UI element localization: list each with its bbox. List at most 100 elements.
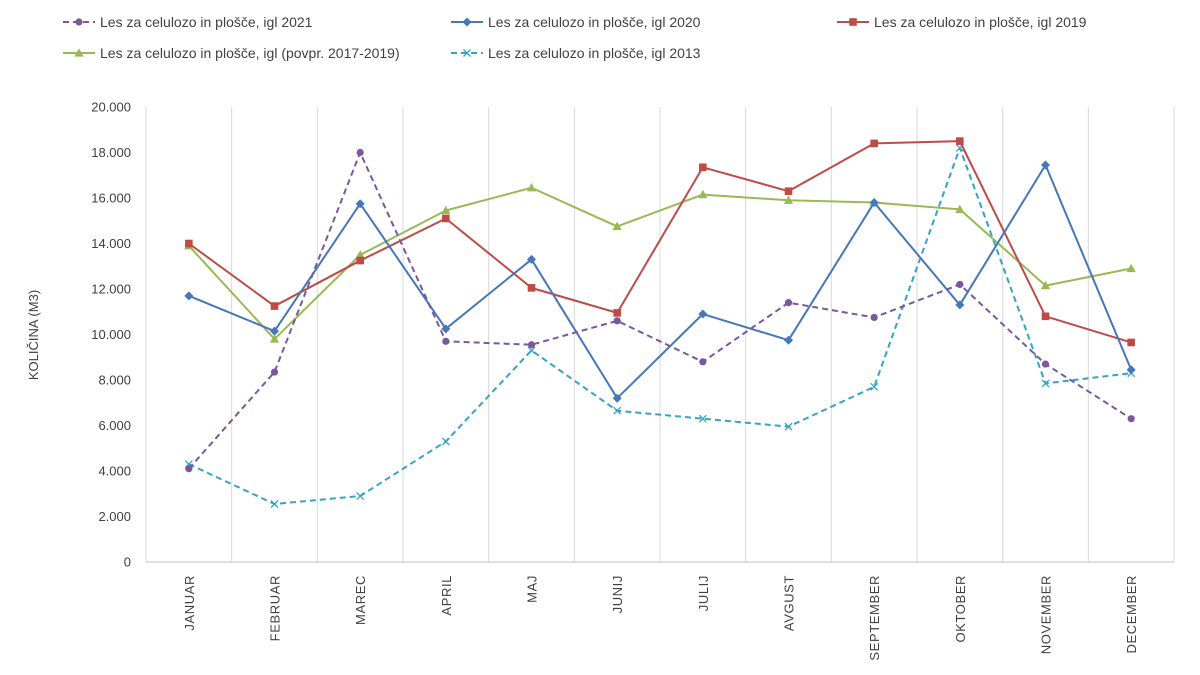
series-line — [188, 140, 1132, 344]
data-point — [1041, 312, 1050, 321]
data-point — [442, 337, 450, 345]
data-point — [784, 335, 793, 345]
data-point — [613, 309, 621, 317]
data-point — [463, 49, 471, 57]
data-point — [956, 280, 964, 289]
y-tick-label: 20.000 — [91, 100, 131, 115]
legend-label: Les za celulozo in plošče, igl (povpr. 2… — [100, 45, 400, 61]
data-point — [1126, 263, 1136, 273]
series-line — [188, 146, 1132, 505]
x-tick-label: FEBRUAR — [268, 575, 283, 641]
data-point — [870, 313, 878, 322]
data-point — [1126, 365, 1136, 375]
data-point — [955, 204, 965, 213]
data-point — [270, 302, 279, 310]
x-axis: JANUAR FEBRUAR MAREC APRIL MAJ JUNIJ JULIJ AVGU… — [182, 575, 1139, 661]
data-point — [356, 256, 364, 265]
data-point — [1127, 338, 1135, 347]
x-tick-label: MAREC — [353, 575, 368, 625]
series-1 — [184, 160, 1136, 403]
data-point — [784, 422, 793, 431]
data-point — [869, 198, 879, 208]
legend-label: Les za celulozo in plošče, igl 2019 — [874, 14, 1087, 30]
x-tick-label: SEPTEMBER — [867, 575, 882, 661]
data-point — [441, 205, 451, 215]
data-point — [527, 284, 536, 292]
x-tick-label: DECEMBER — [1124, 575, 1139, 653]
x-tick-label: OKTOBER — [953, 575, 968, 643]
data-point — [441, 437, 450, 446]
data-point — [956, 137, 964, 145]
x-tick-label: JANUAR — [182, 575, 197, 631]
y-tick-label: 12.000 — [91, 282, 131, 297]
x-tick-label: NOVEMBER — [1039, 575, 1054, 654]
data-point — [269, 334, 280, 343]
data-point — [185, 239, 193, 248]
y-tick-label: 2.000 — [98, 509, 131, 524]
data-point — [955, 300, 965, 310]
y-tick-label: 10.000 — [91, 327, 131, 342]
data-point — [356, 492, 365, 500]
data-point — [356, 148, 364, 157]
data-point — [699, 163, 707, 172]
x-tick-label: JULIJ — [696, 575, 711, 611]
y-tick-label: 4.000 — [98, 464, 131, 479]
y-tick-label: 18.000 — [91, 145, 131, 160]
data-point — [462, 17, 472, 27]
x-tick-label: APRIL — [439, 575, 454, 616]
data-point — [526, 182, 537, 192]
data-point — [870, 139, 878, 148]
legend-item: Les za celulozo in plošče, igl (povpr. 2… — [63, 45, 400, 61]
y-tick-label: 16.000 — [91, 191, 131, 206]
data-point — [870, 382, 879, 391]
data-point — [784, 299, 793, 307]
data-point — [1127, 415, 1135, 423]
data-point — [612, 393, 622, 403]
legend-label: Les za celulozo in plošče, igl 2021 — [100, 14, 313, 30]
data-point — [613, 406, 622, 415]
data-point — [698, 414, 707, 423]
legend-item: Les za celulozo in plošče, igl 2013 — [451, 45, 701, 61]
y-tick-label: 14.000 — [91, 236, 131, 251]
data-point — [441, 324, 451, 334]
y-tick-label: 6.000 — [98, 418, 131, 433]
y-tick-label: 0 — [124, 555, 131, 570]
data-point — [270, 326, 279, 336]
data-point — [74, 48, 84, 57]
data-point — [784, 187, 793, 195]
series-0 — [185, 148, 1135, 473]
data-point — [442, 214, 450, 223]
legend-item: Les za celulozo in plošče, igl 2020 — [451, 14, 701, 30]
data-point — [270, 500, 279, 508]
data-point — [849, 18, 857, 26]
x-tick-label: JUNIJ — [610, 575, 625, 613]
data-point — [355, 199, 365, 209]
chart-series — [184, 137, 1136, 508]
y-axis-title: KOLIČINA (M3) — [26, 290, 41, 380]
data-point — [527, 341, 536, 349]
legend-label: Les za celulozo in plošče, igl 2020 — [488, 14, 701, 30]
data-point — [1041, 360, 1050, 368]
data-point — [613, 317, 621, 325]
data-point — [527, 346, 536, 355]
series-line — [188, 164, 1133, 400]
legend-item: Les za celulozo in plošče, igl 2019 — [837, 14, 1087, 30]
series-2 — [185, 137, 1135, 347]
y-tick-label: 8.000 — [98, 373, 131, 388]
data-point — [783, 195, 794, 204]
data-point — [527, 254, 536, 264]
data-point — [185, 465, 193, 473]
data-point — [699, 358, 707, 366]
data-point — [270, 368, 279, 376]
data-point — [1041, 160, 1050, 170]
data-point — [184, 291, 194, 301]
data-point — [1040, 280, 1051, 290]
data-point — [612, 221, 622, 231]
data-point — [698, 309, 708, 319]
chart-legend: Les za celulozo in plošče, igl 2021 Les z… — [63, 14, 1087, 61]
legend-label: Les za celulozo in plošče, igl 2013 — [488, 45, 701, 61]
data-point — [75, 18, 83, 26]
legend-item: Les za celulozo in plošče, igl 2021 — [63, 14, 313, 30]
data-point — [698, 189, 708, 199]
